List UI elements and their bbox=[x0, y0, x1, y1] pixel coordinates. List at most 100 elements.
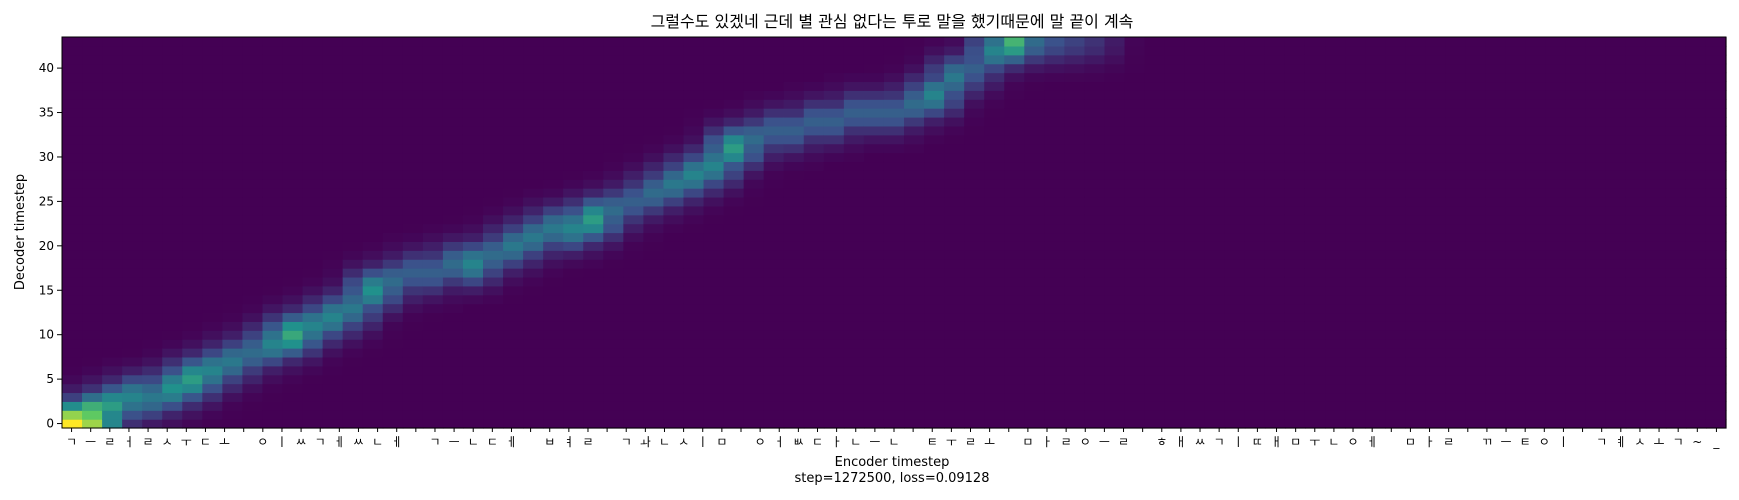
heatmap-cell bbox=[202, 205, 223, 216]
heatmap-cell bbox=[984, 205, 1005, 216]
heatmap-cell bbox=[583, 250, 604, 260]
heatmap-cell bbox=[603, 188, 624, 198]
heatmap-cell bbox=[1605, 321, 1627, 331]
heatmap-cell bbox=[563, 356, 584, 367]
heatmap-cell bbox=[1485, 268, 1507, 278]
heatmap-cell bbox=[302, 170, 324, 180]
heatmap-cell bbox=[1365, 419, 1386, 429]
heatmap-cell bbox=[863, 72, 885, 83]
heatmap-cell bbox=[1665, 108, 1687, 118]
heatmap-cell bbox=[1144, 401, 1166, 411]
heatmap-cell bbox=[1445, 419, 1466, 429]
heatmap-cell bbox=[763, 348, 785, 358]
heatmap-cell bbox=[1084, 196, 1106, 207]
heatmap-cell bbox=[102, 268, 123, 278]
heatmap-cell bbox=[1104, 63, 1126, 74]
heatmap-cell bbox=[1144, 170, 1166, 180]
heatmap-cell bbox=[1044, 152, 1066, 163]
heatmap-cell bbox=[1124, 321, 1146, 331]
heatmap-cell bbox=[1605, 116, 1627, 127]
heatmap-cell bbox=[1465, 170, 1487, 180]
heatmap-cell bbox=[1345, 90, 1366, 100]
heatmap-cell bbox=[1044, 303, 1066, 314]
heatmap-cell bbox=[302, 108, 324, 118]
heatmap-cell bbox=[1485, 125, 1507, 136]
heatmap-cell bbox=[1665, 161, 1687, 171]
heatmap-cell bbox=[282, 205, 304, 216]
heatmap-cell bbox=[984, 99, 1005, 109]
heatmap-cell bbox=[763, 374, 785, 385]
heatmap-cell bbox=[823, 401, 845, 411]
heatmap-cell bbox=[1545, 125, 1567, 136]
heatmap-cell bbox=[1425, 108, 1446, 118]
heatmap-cell bbox=[362, 37, 384, 47]
heatmap-cell bbox=[1184, 419, 1206, 429]
heatmap-cell bbox=[1204, 90, 1226, 100]
heatmap-cell bbox=[1164, 401, 1186, 411]
heatmap-cell bbox=[823, 54, 845, 65]
heatmap-cell bbox=[222, 125, 244, 136]
heatmap-cell bbox=[1084, 356, 1106, 367]
heatmap-cell bbox=[1244, 321, 1266, 331]
heatmap-cell bbox=[1124, 125, 1146, 136]
heatmap-cell bbox=[1104, 196, 1126, 207]
heatmap-cell bbox=[483, 259, 504, 269]
heatmap-cell bbox=[1485, 383, 1507, 394]
heatmap-cell bbox=[422, 348, 444, 358]
heatmap-cell bbox=[843, 214, 865, 225]
heatmap-cell bbox=[1184, 383, 1206, 394]
heatmap-cell bbox=[362, 392, 384, 402]
heatmap-cell bbox=[1505, 161, 1527, 171]
heatmap-cell bbox=[1325, 339, 1346, 349]
heatmap-cell bbox=[162, 419, 183, 429]
heatmap-cell bbox=[984, 63, 1005, 74]
heatmap-cell bbox=[543, 152, 564, 163]
heatmap-cell bbox=[663, 72, 685, 83]
x-tick-label: ㅗ bbox=[219, 435, 230, 449]
heatmap-cell bbox=[1365, 205, 1386, 216]
heatmap-cell bbox=[964, 143, 985, 154]
heatmap-cell bbox=[1565, 143, 1587, 154]
heatmap-cell bbox=[523, 356, 544, 367]
heatmap-cell bbox=[62, 321, 83, 331]
heatmap-cell bbox=[262, 321, 284, 331]
heatmap-cell bbox=[442, 179, 464, 189]
heatmap-cell bbox=[1144, 196, 1166, 207]
heatmap-cell bbox=[1505, 250, 1527, 260]
heatmap-cell bbox=[1345, 259, 1366, 269]
heatmap-cell bbox=[302, 419, 324, 429]
heatmap-cell bbox=[803, 214, 825, 225]
heatmap-cell bbox=[1104, 392, 1126, 402]
heatmap-cell bbox=[523, 152, 544, 163]
heatmap-cell bbox=[1585, 116, 1607, 127]
heatmap-cell bbox=[1184, 294, 1206, 305]
heatmap-cell bbox=[1325, 241, 1346, 251]
heatmap-cell bbox=[1204, 321, 1226, 331]
heatmap-cell bbox=[723, 108, 745, 118]
heatmap-cell bbox=[543, 125, 564, 136]
heatmap-cell bbox=[823, 330, 845, 340]
heatmap-cell bbox=[1645, 72, 1667, 83]
heatmap-cell bbox=[62, 170, 83, 180]
heatmap-cell bbox=[1385, 116, 1406, 127]
heatmap-cell bbox=[823, 321, 845, 331]
heatmap-cell bbox=[1525, 401, 1547, 411]
heatmap-cell bbox=[1204, 392, 1226, 402]
heatmap-cell bbox=[984, 294, 1005, 305]
heatmap-cell bbox=[543, 205, 564, 216]
heatmap-cell bbox=[1164, 374, 1186, 385]
heatmap-cell bbox=[883, 294, 905, 305]
heatmap-cell bbox=[1585, 63, 1607, 74]
heatmap-cell bbox=[122, 54, 143, 65]
heatmap-cell bbox=[743, 143, 765, 154]
heatmap-cell bbox=[904, 419, 925, 429]
heatmap-cell bbox=[142, 205, 163, 216]
heatmap-cell bbox=[1385, 392, 1406, 402]
heatmap-cell bbox=[803, 134, 825, 145]
heatmap-cell bbox=[944, 312, 965, 322]
heatmap-cell bbox=[503, 45, 524, 56]
heatmap-cell bbox=[803, 410, 825, 420]
heatmap-cell bbox=[242, 214, 264, 225]
heatmap-cell bbox=[1345, 99, 1366, 109]
heatmap-cell bbox=[643, 72, 665, 83]
